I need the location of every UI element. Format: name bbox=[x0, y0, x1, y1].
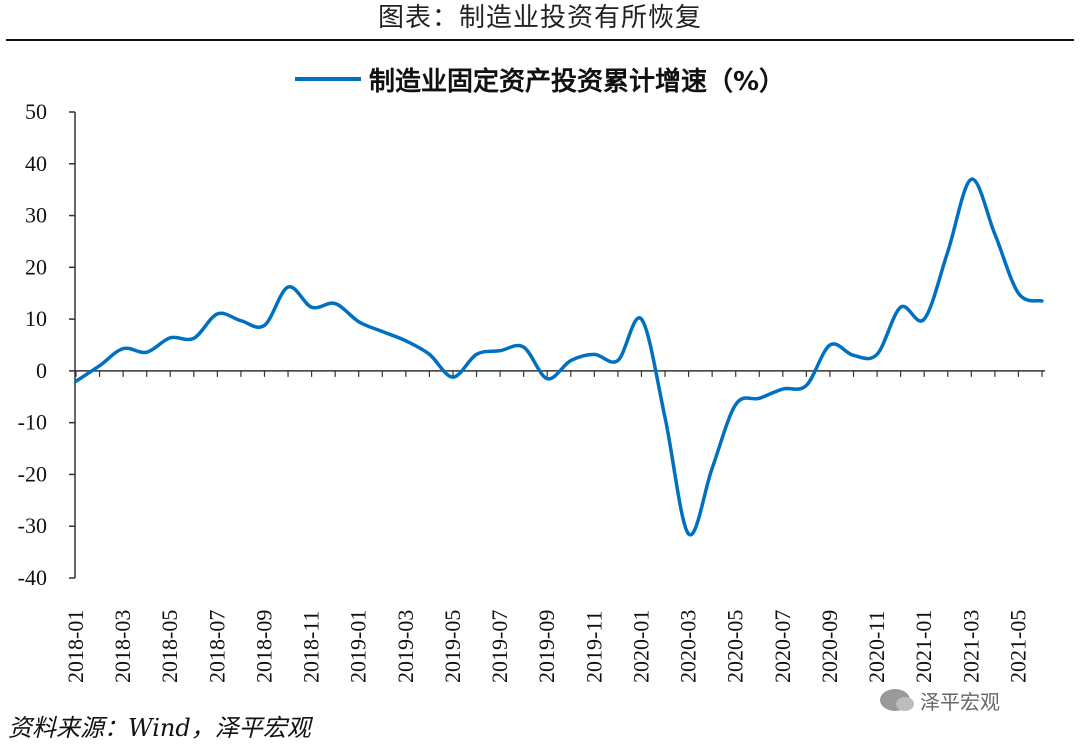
x-tick-label: 2018-01 bbox=[63, 610, 88, 683]
y-tick-label: 50 bbox=[25, 99, 47, 124]
series-layer bbox=[74, 177, 1044, 537]
x-tick-label: 2020-01 bbox=[628, 610, 653, 683]
x-tick-label: 2020-07 bbox=[770, 610, 795, 683]
x-tick-label: 2019-05 bbox=[440, 610, 465, 683]
chart-legend: 制造业固定资产投资累计增速（%） bbox=[0, 57, 1080, 101]
y-tick-label: 10 bbox=[25, 306, 47, 331]
x-tick-label: 2020-03 bbox=[676, 610, 701, 683]
x-tick-label: 2020-11 bbox=[864, 610, 889, 683]
x-tick-label: 2020-05 bbox=[723, 610, 748, 683]
x-tick-label: 2019-01 bbox=[346, 610, 371, 683]
y-tick-label: 30 bbox=[25, 203, 47, 228]
wechat-icon bbox=[880, 689, 914, 711]
x-axis: 2018-01 2018-03 2018-05 2018-07 2018-09 2018-… bbox=[63, 370, 1045, 683]
y-axis: 50 40 30 20 10 0 -10 -20 -30 -40 bbox=[18, 99, 76, 590]
caption-divider bbox=[6, 39, 1074, 41]
y-tick-label: 0 bbox=[36, 358, 47, 383]
chart-caption: 图表：制造业投资有所恢复 bbox=[377, 3, 702, 33]
x-tick-label: 2021-03 bbox=[958, 610, 983, 683]
x-tick-label: 2018-11 bbox=[299, 610, 324, 683]
x-tick-label: 2018-05 bbox=[157, 610, 182, 683]
y-tick-label: -40 bbox=[18, 565, 47, 590]
watermark: 泽平宏观 bbox=[880, 682, 1000, 718]
x-tick-label: 2018-07 bbox=[204, 610, 229, 683]
y-tick-label: -10 bbox=[18, 410, 47, 435]
watermark-text: 泽平宏观 bbox=[920, 689, 1000, 714]
legend-label: 制造业固定资产投资累计增速（%） bbox=[368, 66, 786, 97]
x-tick-label: 2019-07 bbox=[487, 610, 512, 683]
x-tick-label: 2018-09 bbox=[251, 610, 276, 683]
x-tick-label: 2019-09 bbox=[534, 610, 559, 683]
y-tick-label: 40 bbox=[25, 151, 47, 176]
y-tick-label: 20 bbox=[25, 254, 47, 279]
x-tick-label: 2021-05 bbox=[1005, 610, 1030, 683]
y-tick-label: -30 bbox=[18, 513, 47, 538]
x-tick-label: 2018-03 bbox=[110, 610, 135, 683]
y-tick-label: -20 bbox=[18, 461, 47, 486]
x-tick-label: 2019-11 bbox=[581, 610, 606, 683]
x-tick-label: 2020-09 bbox=[817, 610, 842, 683]
legend-line-swatch bbox=[294, 77, 361, 81]
source-note: 资料来源：Wind，泽平宏观 bbox=[8, 714, 311, 742]
x-tick-label: 2021-01 bbox=[911, 610, 936, 683]
x-tick-label: 2019-03 bbox=[393, 610, 418, 683]
series-line bbox=[74, 177, 1044, 537]
